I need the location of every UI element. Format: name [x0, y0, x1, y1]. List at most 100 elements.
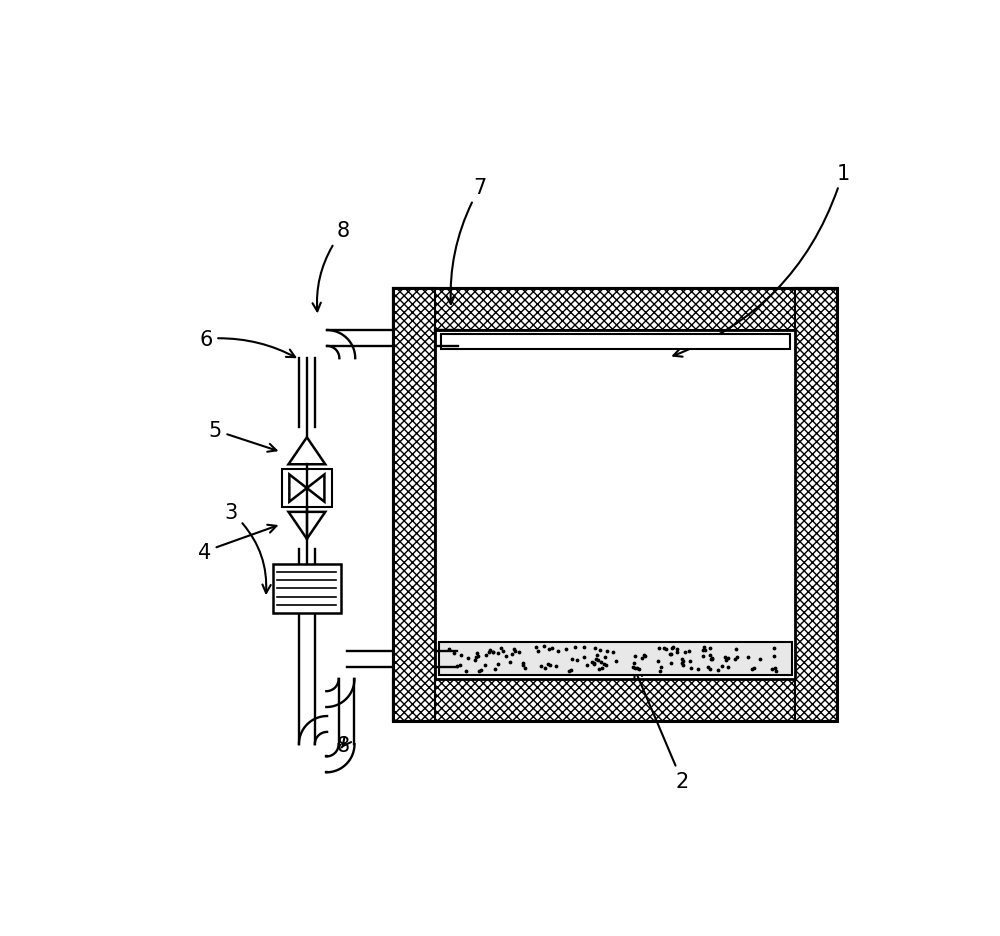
- Bar: [393, 289, 837, 330]
- Point: [515, 656, 531, 671]
- Point: [533, 658, 549, 673]
- Point: [631, 662, 647, 677]
- Point: [590, 652, 606, 667]
- Point: [536, 639, 552, 654]
- Point: [683, 661, 699, 676]
- Point: [696, 640, 712, 655]
- Text: 4: 4: [198, 525, 276, 562]
- Point: [446, 646, 462, 661]
- Point: [690, 662, 706, 677]
- Point: [720, 660, 736, 675]
- Point: [704, 651, 720, 666]
- Point: [528, 639, 544, 654]
- Point: [658, 642, 674, 657]
- Point: [544, 640, 560, 655]
- Point: [597, 651, 613, 665]
- Point: [589, 648, 605, 663]
- Point: [727, 651, 743, 666]
- Point: [677, 645, 693, 660]
- Point: [596, 657, 612, 672]
- Point: [490, 656, 506, 671]
- Point: [669, 641, 685, 656]
- Bar: [393, 680, 837, 722]
- Point: [594, 661, 610, 676]
- Point: [627, 649, 643, 664]
- Point: [495, 644, 511, 659]
- Point: [485, 645, 501, 660]
- Point: [558, 641, 574, 656]
- Point: [587, 641, 603, 656]
- Point: [469, 646, 485, 661]
- Text: 1: 1: [673, 164, 850, 358]
- Point: [714, 659, 730, 674]
- Point: [669, 645, 685, 660]
- Point: [605, 645, 621, 660]
- Point: [517, 661, 533, 676]
- Point: [764, 662, 780, 677]
- Point: [766, 641, 782, 656]
- Point: [702, 662, 718, 677]
- Point: [695, 643, 711, 658]
- Point: [766, 649, 782, 664]
- Point: [702, 648, 718, 663]
- Point: [493, 641, 509, 656]
- Text: 5: 5: [209, 421, 276, 452]
- Point: [674, 655, 690, 670]
- Point: [710, 663, 726, 678]
- Point: [541, 642, 557, 657]
- Point: [626, 656, 642, 671]
- Point: [650, 653, 666, 668]
- Point: [740, 651, 756, 665]
- Bar: [273, 564, 341, 613]
- Point: [662, 647, 678, 662]
- Point: [634, 651, 650, 665]
- Point: [637, 650, 653, 665]
- Point: [746, 661, 762, 676]
- Point: [477, 657, 493, 672]
- Point: [625, 660, 641, 675]
- Point: [663, 647, 679, 662]
- Point: [591, 662, 607, 677]
- Bar: [393, 289, 837, 722]
- Point: [728, 642, 744, 657]
- Bar: [282, 469, 332, 508]
- Point: [576, 650, 592, 665]
- Point: [490, 646, 506, 661]
- Point: [717, 650, 733, 665]
- Point: [550, 644, 566, 659]
- Point: [720, 651, 736, 666]
- Point: [664, 640, 680, 655]
- Bar: [441, 335, 790, 349]
- Point: [487, 662, 503, 677]
- Point: [598, 658, 614, 673]
- Point: [718, 653, 734, 668]
- Point: [540, 657, 556, 672]
- Point: [675, 653, 691, 668]
- Point: [697, 643, 713, 658]
- Point: [498, 649, 514, 664]
- Point: [592, 643, 608, 658]
- Text: 8: 8: [336, 735, 351, 755]
- Point: [542, 658, 558, 673]
- Point: [576, 639, 592, 654]
- Point: [608, 654, 624, 669]
- Point: [695, 649, 711, 664]
- Point: [656, 640, 672, 655]
- Point: [449, 659, 465, 674]
- Point: [441, 641, 457, 656]
- Point: [767, 661, 783, 676]
- Point: [663, 656, 679, 671]
- Point: [674, 651, 690, 666]
- Point: [702, 640, 718, 655]
- Bar: [393, 289, 435, 722]
- Text: 3: 3: [224, 503, 271, 593]
- Text: 6: 6: [199, 329, 295, 358]
- Point: [473, 663, 489, 678]
- Point: [651, 641, 667, 656]
- Point: [586, 656, 602, 671]
- Point: [458, 664, 474, 679]
- Point: [569, 653, 585, 668]
- Point: [482, 643, 498, 658]
- Point: [652, 664, 668, 679]
- Point: [563, 664, 579, 679]
